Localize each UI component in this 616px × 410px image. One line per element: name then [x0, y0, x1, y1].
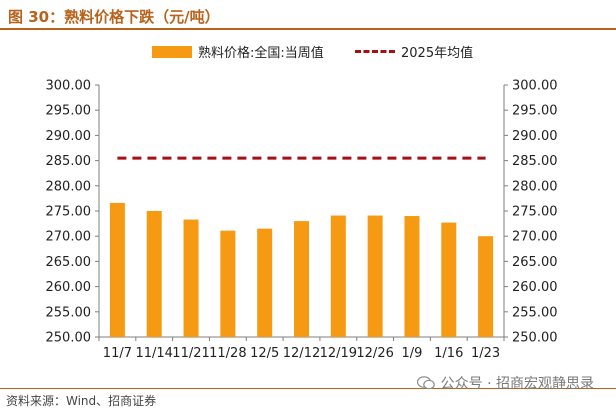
bar — [404, 216, 420, 337]
chart-title: 图 30：熟料价格下跌（元/吨） — [8, 8, 220, 26]
x-tick-label: 11/14 — [135, 346, 172, 361]
legend-item-bar: 熟料价格:全国:当周值 — [152, 42, 324, 61]
chart-legend: 熟料价格:全国:当周值 2025年均值 — [0, 42, 616, 64]
legend-item-line: 2025年均值 — [355, 42, 473, 61]
y-tick-label-right: 290.00 — [512, 129, 558, 144]
y-tick-label-right: 265.00 — [512, 255, 558, 270]
x-tick-label: 11/7 — [103, 346, 132, 361]
x-tick-label: 11/28 — [209, 346, 246, 361]
bar — [109, 202, 125, 337]
figure-header: 图 30：熟料价格下跌（元/吨） — [0, 0, 616, 30]
y-tick-label-left: 280.00 — [46, 179, 92, 194]
x-tick-label: 1/23 — [471, 346, 500, 361]
y-tick-label-right: 285.00 — [512, 154, 558, 169]
x-tick-label: 1/9 — [401, 346, 422, 361]
y-tick-label-right: 295.00 — [512, 104, 558, 119]
watermark-text: 公众号 · 招商宏观静思录 — [440, 376, 594, 392]
y-tick-label-right: 280.00 — [512, 179, 558, 194]
y-tick-label-left: 270.00 — [46, 230, 92, 245]
y-tick-label-left: 300.00 — [46, 79, 92, 94]
x-tick-label: 12/19 — [320, 346, 357, 361]
y-tick-label-right: 250.00 — [512, 331, 558, 346]
bar — [478, 236, 494, 337]
y-tick-label-right: 255.00 — [512, 305, 558, 320]
y-tick-label-right: 270.00 — [512, 230, 558, 245]
bar — [146, 211, 162, 337]
watermark: 公众号 · 招商宏观静思录 — [416, 373, 594, 393]
bar — [220, 230, 236, 337]
legend-line-swatch — [355, 50, 395, 53]
y-tick-label-left: 265.00 — [46, 255, 92, 270]
y-tick-label-left: 275.00 — [46, 205, 92, 220]
x-tick-label: 11/21 — [172, 346, 209, 361]
wechat-icon — [416, 376, 435, 390]
legend-bar-swatch — [152, 45, 192, 58]
x-tick-label: 12/5 — [250, 346, 279, 361]
y-tick-label-left: 290.00 — [46, 129, 92, 144]
y-tick-label-left: 285.00 — [46, 154, 92, 169]
y-tick-label-right: 260.00 — [512, 280, 558, 295]
title-divider — [0, 28, 616, 30]
chart-plot: 250.00 250.00 255.00 255.00 260.00 260.00 265.… — [46, 79, 558, 362]
bar — [330, 215, 346, 337]
bar — [367, 215, 383, 337]
y-tick-label-left: 255.00 — [46, 305, 92, 320]
y-tick-label-left: 260.00 — [46, 280, 92, 295]
bar — [441, 222, 457, 337]
bar — [294, 221, 309, 337]
footer-divider — [0, 388, 616, 389]
y-tick-label-left: 250.00 — [46, 331, 92, 346]
legend-bar-label: 熟料价格:全国:当周值 — [198, 46, 324, 61]
x-tick-label: 12/26 — [356, 346, 393, 361]
bar — [183, 219, 199, 337]
y-tick-label-right: 300.00 — [512, 79, 558, 94]
bar — [257, 228, 273, 337]
x-tick-label: 1/16 — [434, 346, 463, 361]
source-note: 资料来源：Wind、招商证券 — [6, 394, 157, 408]
y-tick-label-left: 295.00 — [46, 104, 92, 119]
x-tick-label: 12/12 — [283, 346, 320, 361]
legend-line-label: 2025年均值 — [401, 46, 474, 61]
y-tick-label-right: 275.00 — [512, 205, 558, 220]
